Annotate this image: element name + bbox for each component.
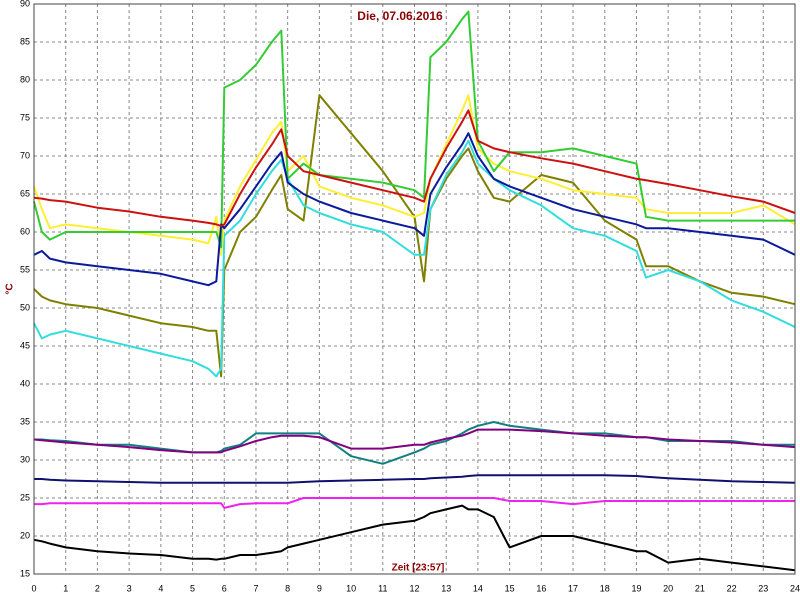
x-tick-label: 6	[222, 583, 227, 593]
chart-title: Die, 07.06.2016	[357, 9, 443, 23]
y-tick-label: 70	[20, 150, 30, 160]
x-tick-label: 8	[285, 583, 290, 593]
x-axis-label: Zeit [23:57]	[392, 563, 445, 574]
series-line	[33, 428, 796, 454]
x-tick-label: 18	[600, 583, 610, 593]
x-tick-label: 19	[631, 583, 641, 593]
series-line	[33, 132, 796, 287]
x-tick-label: 16	[536, 583, 546, 593]
y-axis-label: °C	[5, 283, 16, 294]
x-tick-label: 15	[505, 583, 515, 593]
y-tick-label: 65	[20, 188, 30, 198]
x-tick-label: 9	[317, 583, 322, 593]
x-tick-label: 21	[695, 583, 705, 593]
series-line	[34, 474, 796, 484]
y-tick-label: 50	[20, 302, 30, 312]
x-tick-label: 1	[63, 583, 68, 593]
x-tick-label: 17	[568, 583, 578, 593]
series-line	[33, 94, 796, 378]
y-tick-label: 35	[20, 416, 30, 426]
x-tick-label: 14	[473, 583, 483, 593]
y-tick-label: 15	[20, 568, 30, 578]
series-line	[33, 139, 796, 378]
x-tick-label: 0	[31, 583, 36, 593]
x-tick-label: 20	[663, 583, 673, 593]
x-tick-label: 13	[441, 583, 451, 593]
x-tick-label: 24	[790, 583, 800, 593]
series-line	[33, 94, 796, 256]
x-tick-label: 12	[409, 583, 419, 593]
x-tick-label: 11	[378, 583, 387, 593]
y-tick-label: 45	[20, 340, 30, 350]
y-tick-label: 90	[20, 0, 30, 8]
x-tick-label: 10	[346, 583, 356, 593]
series-line	[33, 504, 796, 572]
x-tick-label: 4	[158, 583, 163, 593]
y-tick-label: 25	[20, 492, 30, 502]
y-tick-label: 75	[20, 112, 30, 122]
y-tick-label: 85	[20, 36, 30, 46]
x-tick-label: 22	[727, 583, 737, 593]
series-line	[34, 497, 795, 509]
y-tick-label: 30	[20, 454, 30, 464]
x-tick-label: 2	[95, 583, 100, 593]
lines	[33, 10, 796, 572]
y-tick-label: 40	[20, 378, 30, 388]
plot-frame	[33, 3, 796, 575]
series-line	[33, 10, 795, 249]
y-tick-label: 55	[20, 264, 30, 274]
series-line	[33, 109, 796, 227]
x-tick-label: 3	[127, 583, 132, 593]
x-tick-label: 7	[253, 583, 258, 593]
y-tick-label: 60	[20, 226, 30, 236]
x-tick-label: 23	[758, 583, 768, 593]
y-tick-label: 20	[20, 530, 30, 540]
y-tick-label: 80	[20, 74, 30, 84]
x-tick-label: 5	[190, 583, 195, 593]
